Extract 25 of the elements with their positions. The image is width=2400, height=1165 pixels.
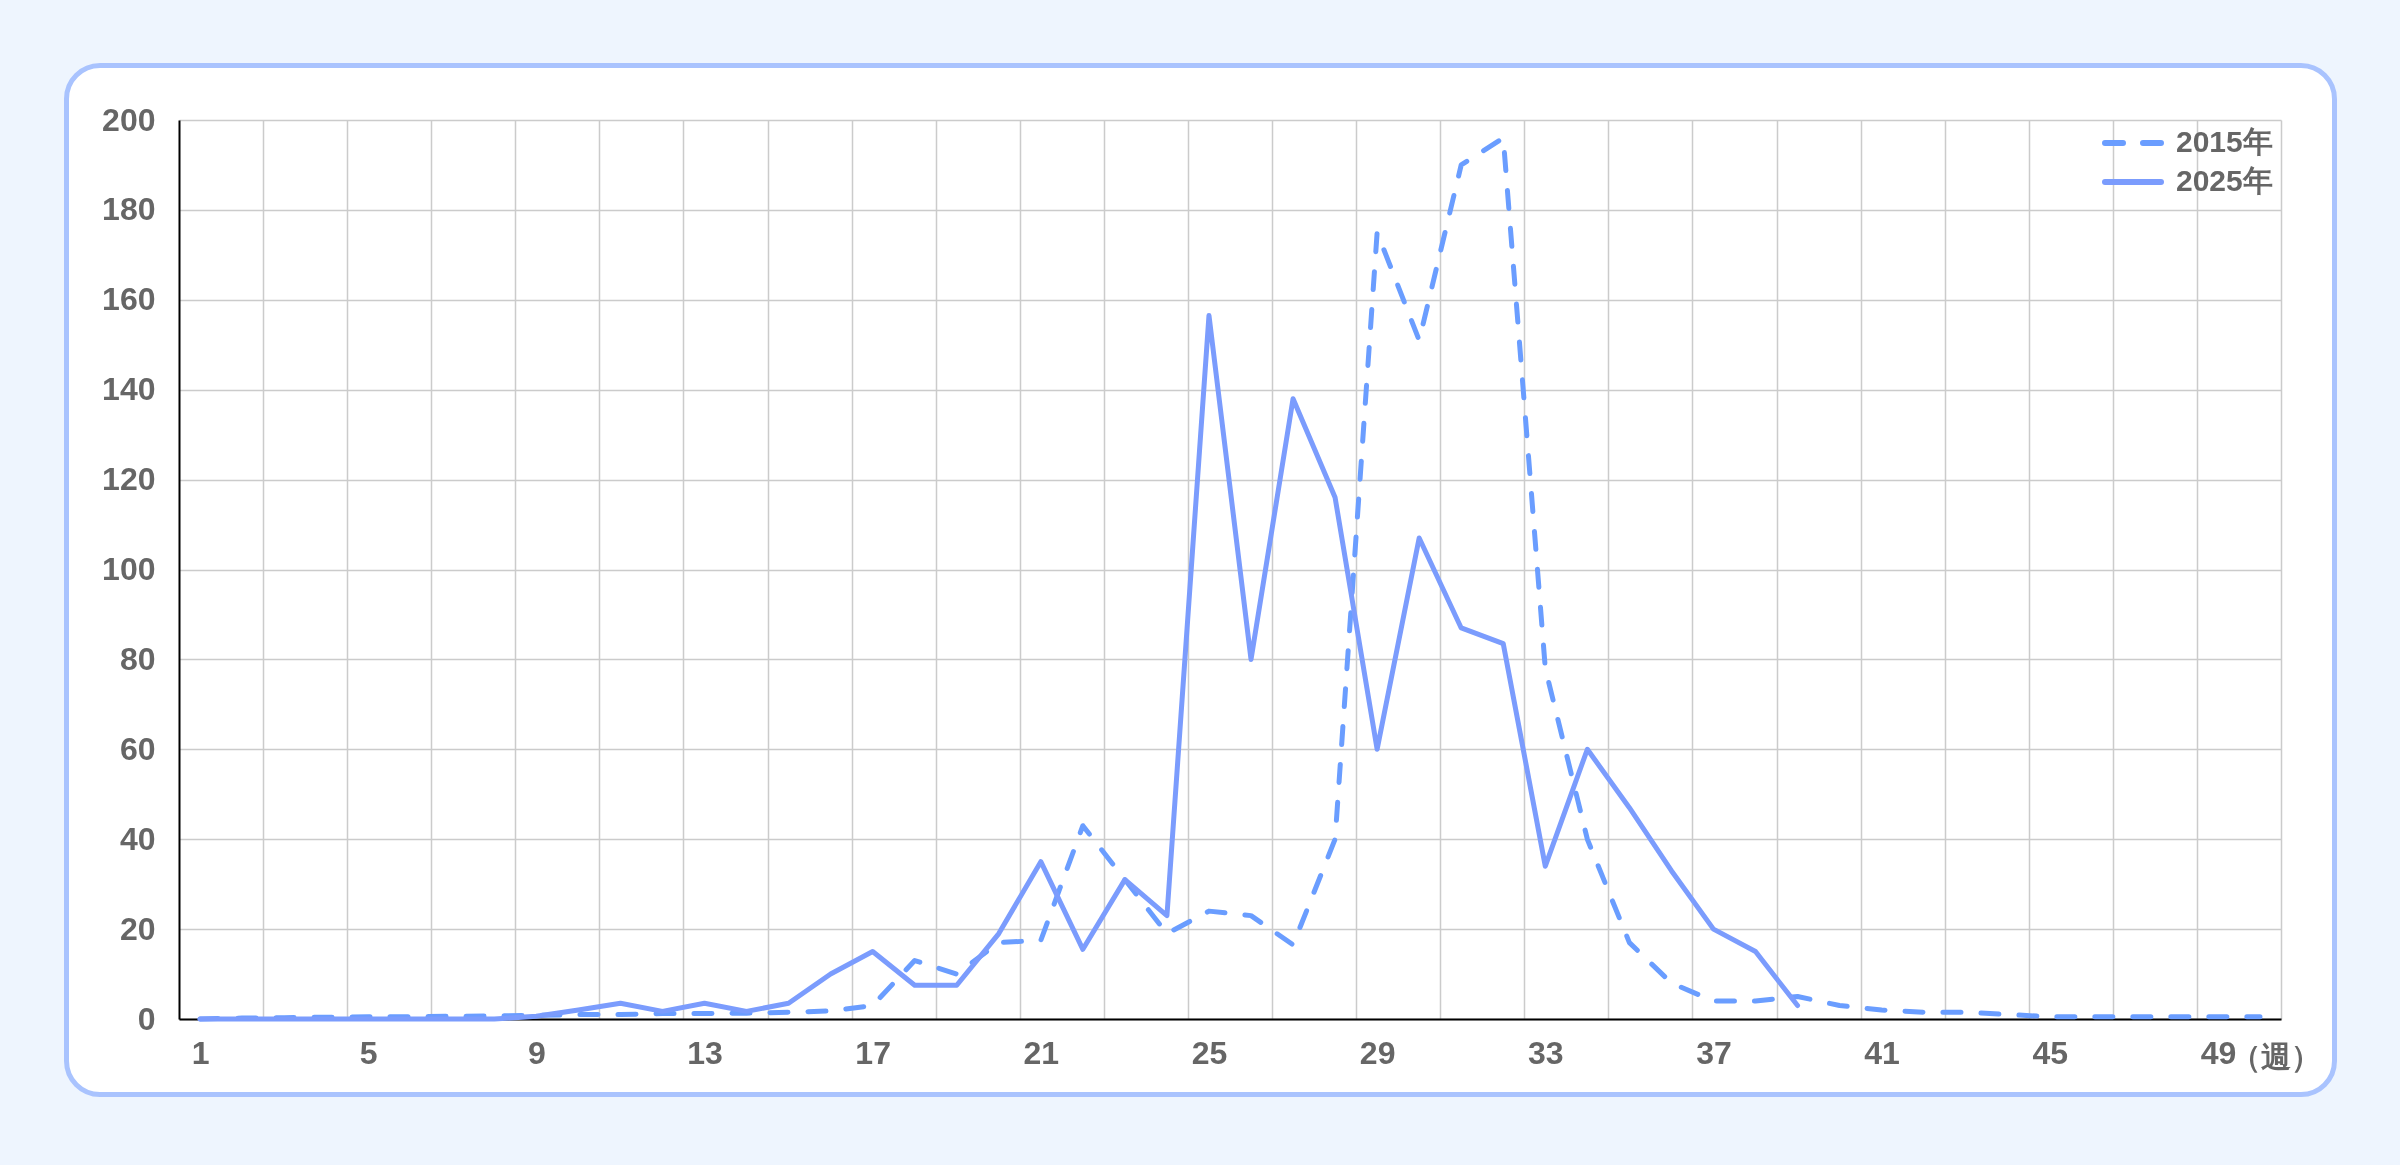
y-tick-label: 180 [102, 191, 156, 228]
y-tick-label: 160 [102, 281, 156, 318]
y-tick-label: 200 [102, 101, 156, 138]
legend-label: 2015年 [2176, 125, 2273, 158]
x-tick-label: 45 [2032, 1034, 2069, 1071]
y-tick-label: 140 [102, 371, 156, 408]
x-tick-label: 1 [191, 1034, 210, 1071]
x-tick-label: 33 [1528, 1034, 1564, 1071]
x-tick-label: 21 [1023, 1034, 1060, 1071]
y-tick-label: 60 [119, 730, 156, 767]
x-tick-label: 17 [855, 1034, 891, 1071]
x-tick-label: 25 [1191, 1034, 1228, 1071]
y-tick-label: 80 [119, 640, 156, 677]
x-tick-label: 13 [687, 1034, 723, 1071]
y-tick-label: 40 [119, 820, 156, 857]
y-tick-label: 20 [119, 910, 156, 947]
legend-label: 2025年 [2176, 164, 2273, 197]
x-tick-label: 5 [359, 1034, 378, 1071]
x-tick-label: 29 [1359, 1034, 1396, 1071]
x-tick-label: 41 [1864, 1034, 1900, 1071]
x-tick-label: 9 [527, 1034, 546, 1071]
y-tick-label: 120 [102, 461, 156, 498]
y-tick-label: 0 [137, 1000, 156, 1037]
y-tick-label: 100 [102, 551, 156, 587]
x-tick-label: 37 [1696, 1034, 1732, 1071]
